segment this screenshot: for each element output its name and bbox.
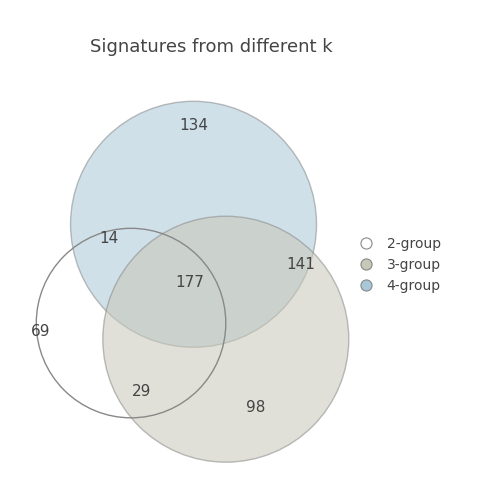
Legend: 2-group, 3-group, 4-group: 2-group, 3-group, 4-group xyxy=(348,232,445,297)
Text: 14: 14 xyxy=(99,231,118,246)
Circle shape xyxy=(71,101,317,347)
Title: Signatures from different k: Signatures from different k xyxy=(90,38,333,56)
Text: 134: 134 xyxy=(179,118,208,133)
Text: 29: 29 xyxy=(132,384,151,399)
Text: 98: 98 xyxy=(246,400,266,415)
Text: 141: 141 xyxy=(286,257,315,272)
Text: 177: 177 xyxy=(175,275,204,290)
Text: 69: 69 xyxy=(31,324,50,339)
Circle shape xyxy=(103,216,349,462)
